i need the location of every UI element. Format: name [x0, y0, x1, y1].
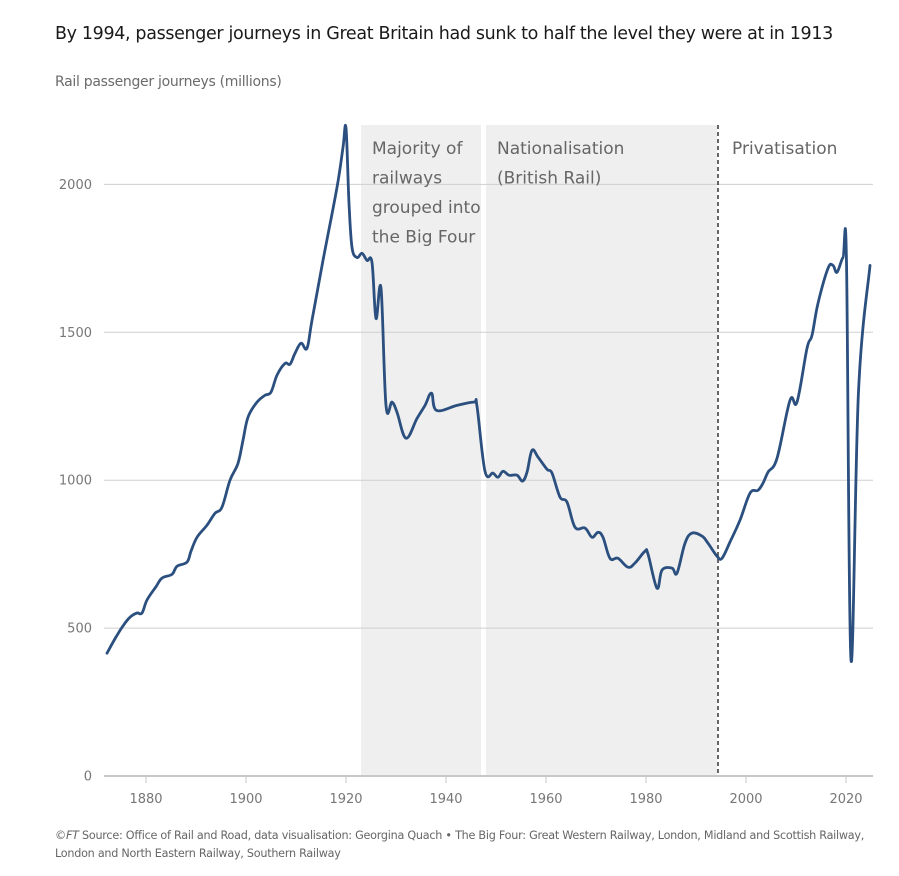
region-nationalisation [486, 125, 717, 776]
y-axis-ticks: 0 500 1000 1500 2000 [59, 178, 92, 785]
y-tick-label: 0 [84, 770, 92, 785]
gridlines [104, 183, 873, 777]
x-axis: 1880 1900 1920 1940 1960 1980 2000 2020 [129, 776, 863, 807]
annotation-big-four: Majority of [372, 139, 463, 159]
region-big-four [361, 125, 481, 776]
annotation-nationalisation: Nationalisation [497, 139, 624, 159]
annotation-big-four: railways [372, 169, 442, 189]
x-tick-label: 1920 [329, 792, 362, 807]
x-tick-label: 2020 [829, 792, 862, 807]
data-series [105, 124, 872, 664]
x-tick-label: 1960 [529, 792, 562, 807]
annotation-big-four: grouped into [372, 198, 481, 218]
annotation-privatisation: Privatisation [732, 139, 837, 159]
y-tick-label: 1000 [59, 474, 92, 489]
series-line [105, 124, 872, 664]
x-tick-label: 2000 [729, 792, 762, 807]
y-tick-label: 500 [67, 622, 92, 637]
y-axis-title: Rail passenger journeys (millions) [55, 74, 282, 90]
source-footer: ©FT Source: Office of Rail and Road, dat… [55, 827, 885, 863]
x-tick-label: 1980 [629, 792, 662, 807]
x-tick-label: 1880 [129, 792, 162, 807]
line-chart: 0 500 1000 1500 2000 1880 1900 1920 1940 1960 198… [59, 124, 873, 807]
annotation-nationalisation: (British Rail) [497, 169, 601, 189]
chart-title: By 1994, passenger journeys in Great Bri… [55, 24, 833, 44]
y-tick-label: 2000 [59, 178, 92, 193]
y-tick-label: 1500 [59, 326, 92, 341]
annotation-big-four: the Big Four [372, 228, 475, 248]
source-text: Source: Office of Rail and Road, data vi… [55, 829, 865, 860]
shaded-regions [361, 125, 717, 776]
ft-copyright: ©FT [55, 829, 79, 842]
annotations: Majority of railways grouped into the Big F… [372, 139, 837, 248]
x-tick-label: 1940 [429, 792, 462, 807]
x-tick-label: 1900 [229, 792, 262, 807]
